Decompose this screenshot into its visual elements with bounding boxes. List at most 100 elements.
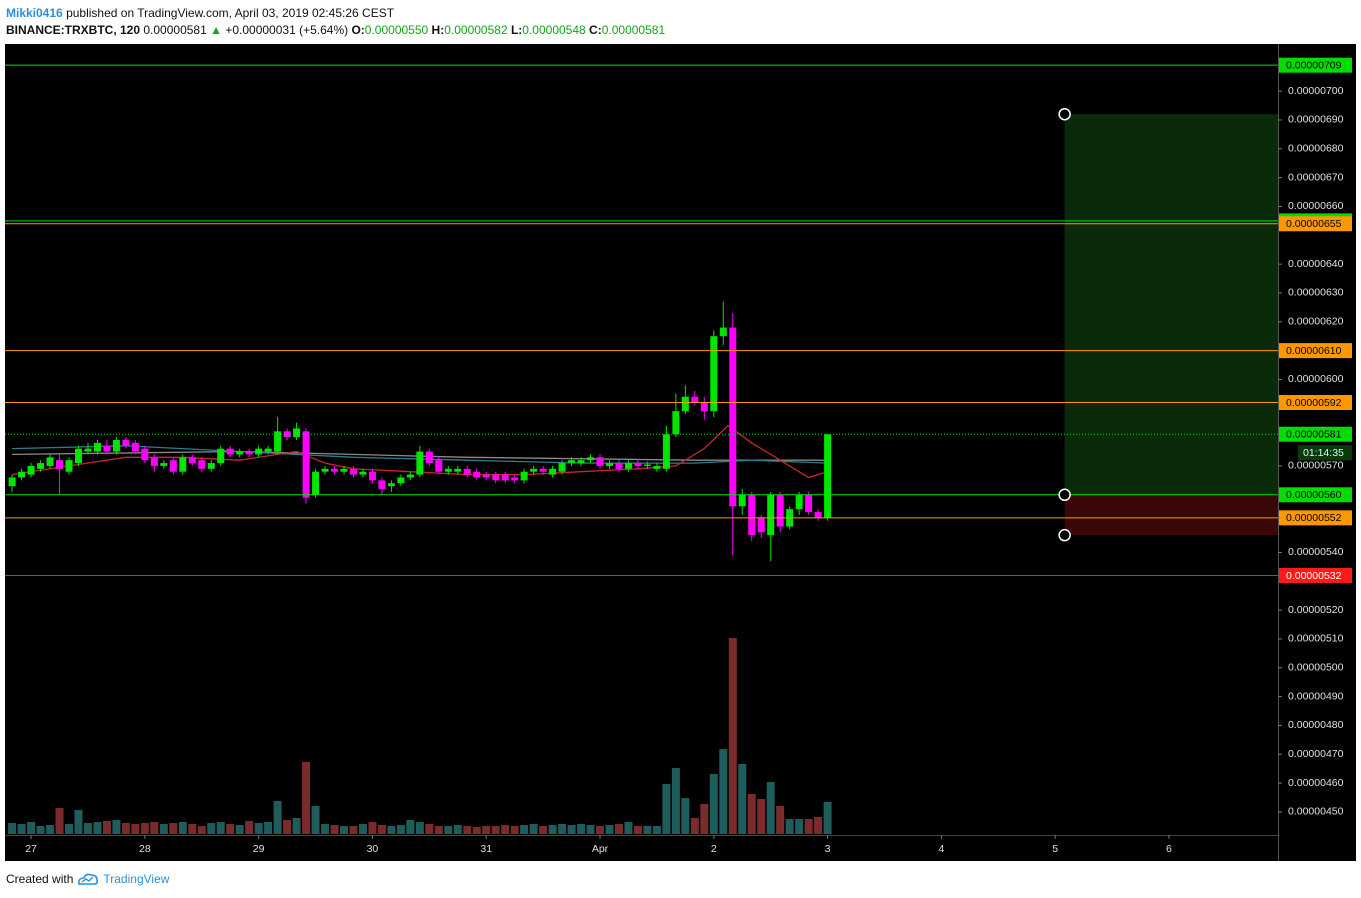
- price-label: 0.00000709: [1286, 59, 1342, 71]
- candle-body: [767, 494, 775, 536]
- y-tick-label: 0.00000660: [1288, 200, 1344, 212]
- created-with: Created with: [6, 872, 74, 886]
- y-tick-label: 0.00000620: [1288, 316, 1344, 328]
- candle-body: [814, 512, 822, 518]
- volume-bar: [681, 798, 690, 834]
- price-label-box: [1279, 395, 1352, 411]
- price-label-box: [1279, 426, 1352, 442]
- candle-body: [662, 434, 670, 469]
- volume-bar: [321, 824, 330, 834]
- volume-bar: [292, 818, 301, 834]
- header-line: Mikki0416 published on TradingView.com, …: [6, 5, 665, 22]
- volume-bar: [121, 823, 130, 834]
- stop-zone: [1064, 494, 1278, 536]
- candle-body: [217, 448, 225, 464]
- volume-bar: [283, 820, 292, 834]
- volume-bar: [577, 824, 586, 834]
- candle-body: [56, 460, 64, 469]
- header-line: BINANCE:TRXBTC, 120 0.00000581 ▲ +0.0000…: [6, 22, 665, 39]
- candle-body: [93, 442, 101, 452]
- volume-bar: [226, 824, 235, 834]
- volume-bar: [690, 818, 699, 834]
- position-handle: [1058, 107, 1071, 121]
- y-tick-label: 0.00000700: [1288, 85, 1344, 97]
- volume-bar: [264, 822, 273, 834]
- volume-bar: [643, 826, 652, 834]
- volume-bar: [709, 774, 718, 834]
- y-tick-label: 0.00000600: [1288, 373, 1344, 385]
- last-price: 0.00000581: [143, 23, 207, 37]
- x-tick-label: 27: [25, 843, 37, 855]
- candle-body: [624, 463, 632, 469]
- volume-bar: [330, 825, 339, 834]
- volume-bar: [406, 820, 415, 834]
- volume-bar: [444, 826, 453, 834]
- volume-bar: [36, 826, 45, 834]
- candle-body: [150, 457, 158, 466]
- volume-bar: [823, 802, 832, 834]
- price-label-box: [1279, 57, 1352, 73]
- volume-bar: [700, 804, 709, 834]
- ohlc-key: L:: [510, 23, 523, 37]
- ohlc-key: C:: [589, 23, 602, 37]
- brand[interactable]: TradingView: [103, 872, 170, 886]
- volume-bar: [83, 823, 92, 834]
- volume-bar: [377, 825, 386, 834]
- volume-bar: [46, 825, 55, 834]
- arrow: ▲: [210, 23, 222, 37]
- volume-bar: [558, 824, 567, 834]
- candle-body: [672, 411, 680, 435]
- candle-body: [302, 431, 310, 498]
- volume-bar: [434, 826, 443, 834]
- y-tick-label: 0.00000500: [1288, 662, 1344, 674]
- volume-bar: [74, 810, 83, 834]
- price-label: 0.00000592: [1286, 397, 1342, 409]
- volume-bar: [159, 824, 168, 834]
- candle-body: [293, 428, 301, 438]
- candle-body: [368, 471, 376, 481]
- candle-body: [378, 480, 386, 490]
- candle-body: [103, 445, 111, 452]
- candle-body: [406, 474, 414, 478]
- volume-bar: [624, 822, 633, 834]
- volume-bar: [652, 826, 661, 834]
- x-tick-label: 4: [938, 843, 944, 855]
- price-label: 0.00000655: [1286, 218, 1342, 230]
- y-tick-label: 0.00000480: [1288, 719, 1344, 731]
- price-label: 0.00000532: [1286, 570, 1342, 582]
- volume-bar: [169, 823, 178, 834]
- candle-body: [160, 463, 168, 466]
- volume-bar: [596, 826, 605, 834]
- volume-bar: [339, 826, 348, 834]
- ohlc-value: 0.00000581: [601, 23, 666, 37]
- volume-bar: [795, 819, 804, 834]
- author[interactable]: Mikki0416: [6, 6, 63, 20]
- volume-bar: [605, 825, 614, 834]
- candle-body: [757, 517, 765, 533]
- ohlc-value: 0.00000548: [522, 23, 586, 37]
- volume-bar: [197, 826, 206, 834]
- candle-body: [700, 402, 708, 412]
- y-tick-label: 0.00000460: [1288, 777, 1344, 789]
- candle-body: [359, 471, 367, 475]
- footer: Created with TradingView: [6, 872, 169, 886]
- candle-body: [587, 457, 595, 461]
- x-tick-label: Apr: [592, 843, 609, 855]
- volume-bar: [785, 819, 794, 834]
- x-tick-label: 5: [1052, 843, 1058, 855]
- candle-body: [198, 460, 206, 469]
- volume-bar: [472, 827, 481, 834]
- candle-body: [776, 494, 784, 527]
- x-tick-label: 31: [480, 843, 492, 855]
- candle-body: [188, 457, 196, 464]
- volume-bar: [548, 825, 557, 834]
- candle-body: [65, 460, 73, 472]
- x-tick-label: 30: [367, 843, 379, 855]
- volume-bar: [766, 782, 775, 834]
- candle-body: [27, 465, 35, 475]
- volume-bar: [529, 824, 538, 834]
- volume-bar: [671, 768, 680, 834]
- ohlc-key: H:: [431, 23, 445, 37]
- price-label-box: [1279, 216, 1352, 232]
